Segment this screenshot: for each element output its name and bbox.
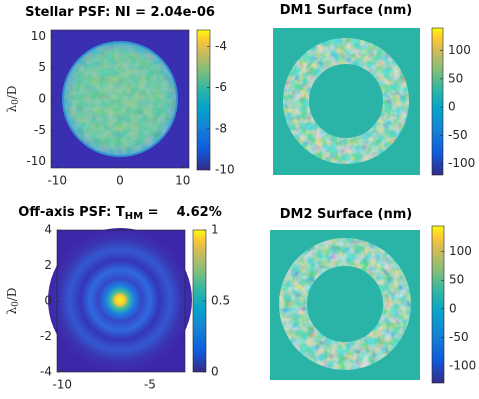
- colorbar-tick-label: -8: [215, 121, 227, 135]
- y-tick-label: 10: [31, 29, 46, 43]
- colorbar-tick-label: 50: [449, 273, 464, 287]
- title-text: DM1 Surface (nm): [280, 3, 413, 18]
- heatmap-offaxis-psf: [48, 228, 192, 372]
- panel-title: DM2 Surface (nm): [280, 207, 413, 222]
- y-tick-label: 5: [38, 60, 46, 74]
- y-label-suffix: /D: [5, 287, 19, 301]
- colorbar-tick-label: 0: [448, 100, 456, 114]
- y-tick-label: -10: [26, 154, 46, 168]
- y-axis-label: λ0/D: [5, 85, 21, 112]
- y-tick-label: -2: [40, 329, 52, 343]
- colorbar-tick-label: -4: [215, 39, 227, 53]
- panel-title: Off-axis PSF: THM = 4.62%: [18, 205, 221, 223]
- colorbar-tick-label: 100: [449, 244, 472, 258]
- colorbar-tick-label: 0: [211, 365, 219, 379]
- heatmap-dm1: [273, 28, 420, 175]
- heatmap-dm2: [270, 230, 420, 380]
- x-tick-label: -10: [47, 174, 67, 188]
- colorbar-tick-label: 100: [448, 43, 471, 57]
- x-tick-label: -5: [144, 378, 156, 392]
- title-text: Off-axis PSF: T: [18, 205, 125, 220]
- title-suffix: = 4.62%: [143, 205, 222, 220]
- title-subscript: HM: [125, 211, 143, 222]
- y-tick-label: -4: [40, 365, 52, 379]
- colorbar-tick-label: -6: [215, 80, 227, 94]
- y-tick-label: 2: [44, 258, 52, 272]
- heatmap-stellar-psf: [51, 30, 189, 168]
- x-tick-label: 10: [175, 174, 190, 188]
- y-tick-label: 0: [38, 92, 46, 106]
- y-label-text: λ: [5, 307, 19, 315]
- colorbar-tick-label: 0.5: [211, 294, 230, 308]
- colorbar-tick-label: -100: [448, 156, 475, 170]
- colorbar-tick-label: 50: [448, 71, 463, 85]
- colorbar: [431, 27, 444, 176]
- y-tick-label: 0: [44, 294, 52, 308]
- y-label-subscript: 0: [11, 301, 21, 307]
- y-tick-label: -5: [34, 123, 46, 137]
- x-tick-label: -10: [52, 378, 72, 392]
- colorbar-tick-label: -50: [448, 128, 468, 142]
- y-label-suffix: /D: [5, 85, 19, 99]
- colorbar-tick-label: -50: [449, 330, 469, 344]
- colorbar-tick-label: -100: [449, 358, 476, 372]
- colorbar-tick-label: 0: [449, 301, 457, 315]
- title-text: DM2 Surface (nm): [280, 207, 413, 222]
- panel-title: Stellar PSF: NI = 2.04e-06: [25, 5, 215, 20]
- y-label-text: λ: [5, 105, 19, 113]
- title-text: Stellar PSF: NI = 2.04e-06: [25, 5, 215, 20]
- colorbar-tick-label: 1: [211, 223, 219, 237]
- y-axis-label: λ0/D: [5, 287, 21, 314]
- colorbar: [196, 29, 211, 171]
- y-tick-label: 4: [44, 223, 52, 237]
- y-label-subscript: 0: [11, 99, 21, 105]
- x-tick-label: 0: [116, 174, 124, 188]
- colorbar: [431, 225, 445, 384]
- panel-title: DM1 Surface (nm): [280, 3, 413, 18]
- colorbar-tick-label: -10: [215, 163, 235, 177]
